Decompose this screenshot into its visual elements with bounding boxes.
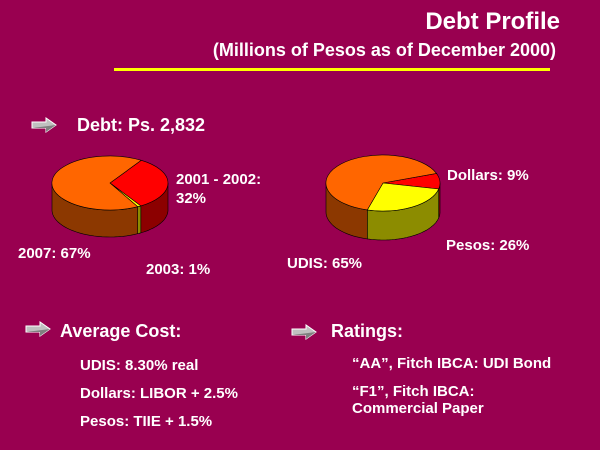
pie-slice-1 [366,182,440,212]
rating-commercial-paper-line2: Commercial Paper [352,400,484,417]
slice-label-udis: UDIS: 65% [287,255,363,272]
arrow-right-icon [291,324,317,340]
slice-label-pesos: Pesos: 26% [446,237,530,254]
average-cost-dollars: Dollars: LIBOR + 2.5% [80,385,238,402]
debt-heading: Debt: Ps. 2,832 [77,115,206,135]
slice-label-2007: 2007: 67% [18,245,91,262]
pie-slice-2 [325,154,438,211]
ratings-heading: Ratings: [331,321,403,341]
arrow-right-icon [25,321,51,337]
slice-label-dollars: Dollars: 9% [447,167,529,184]
page-title: Debt Profile [425,8,560,35]
average-cost-udis: UDIS: 8.30% real [80,357,199,374]
slice-label-2001-2002-value: 32% [176,190,207,207]
title-underline [114,68,550,71]
rating-udi-bond: “AA”, Fitch IBCA: UDI Bond [352,355,552,372]
pie-slice-2 [51,155,142,211]
slice-label-2003: 2003: 1% [146,261,211,278]
average-cost-heading: Average Cost: [60,321,182,341]
slice-label-2001-2002: 2001 - 2002: [176,171,262,188]
average-cost-pesos: Pesos: TIIE + 1.5% [80,413,213,430]
arrow-right-icon [31,117,57,133]
pie-slice-0 [109,159,169,207]
rating-commercial-paper-line1: “F1”, Fitch IBCA: [352,383,475,400]
page-subtitle: (Millions of Pesos as of December 2000) [212,40,556,60]
